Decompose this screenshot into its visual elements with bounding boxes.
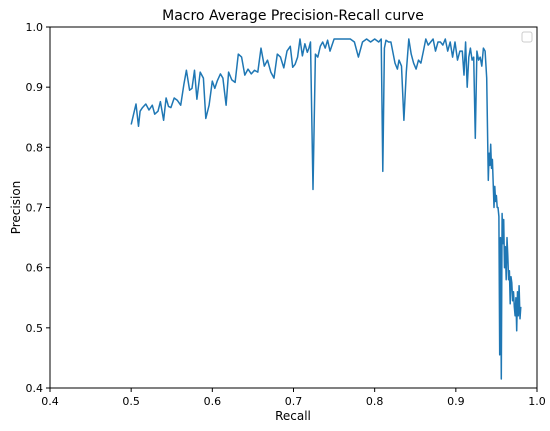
x-tick-label: 1.0 xyxy=(528,395,546,408)
plot-frame xyxy=(49,26,538,389)
y-tick-label: 0.7 xyxy=(26,202,44,215)
x-axis: 0.4 0.5 0.6 0.7 0.8 0.9 1.0 xyxy=(41,388,546,408)
x-tick-label: 0.4 xyxy=(41,395,59,408)
y-tick-label: 0.8 xyxy=(26,141,44,154)
y-tick-label: 0.9 xyxy=(26,81,44,94)
x-tick-label: 0.8 xyxy=(366,395,384,408)
x-tick-label: 0.5 xyxy=(122,395,140,408)
data-marks xyxy=(130,38,522,380)
y-tick-label: 0.4 xyxy=(26,382,44,395)
legend-box xyxy=(521,31,533,43)
y-tick-label: 0.5 xyxy=(26,322,44,335)
y-axis: 0.4 0.5 0.6 0.7 0.8 0.9 1.0 xyxy=(26,21,50,395)
x-tick-label: 0.9 xyxy=(447,395,465,408)
y-tick-label: 0.6 xyxy=(26,262,44,275)
pr-curve-line xyxy=(130,38,522,380)
x-tick-label: 0.6 xyxy=(204,395,222,408)
x-tick-label: 0.7 xyxy=(285,395,303,408)
y-tick-label: 1.0 xyxy=(26,21,44,34)
y-axis-label: Precision xyxy=(9,181,23,235)
chart-title: Macro Average Precision-Recall curve xyxy=(162,8,424,24)
plot-area: 0.4 0.5 0.6 0.7 0.8 0.9 1.0 0.4 0.5 0.6 0.7 0.8 0.9… xyxy=(26,21,546,408)
x-axis-label: Recall xyxy=(275,409,311,423)
